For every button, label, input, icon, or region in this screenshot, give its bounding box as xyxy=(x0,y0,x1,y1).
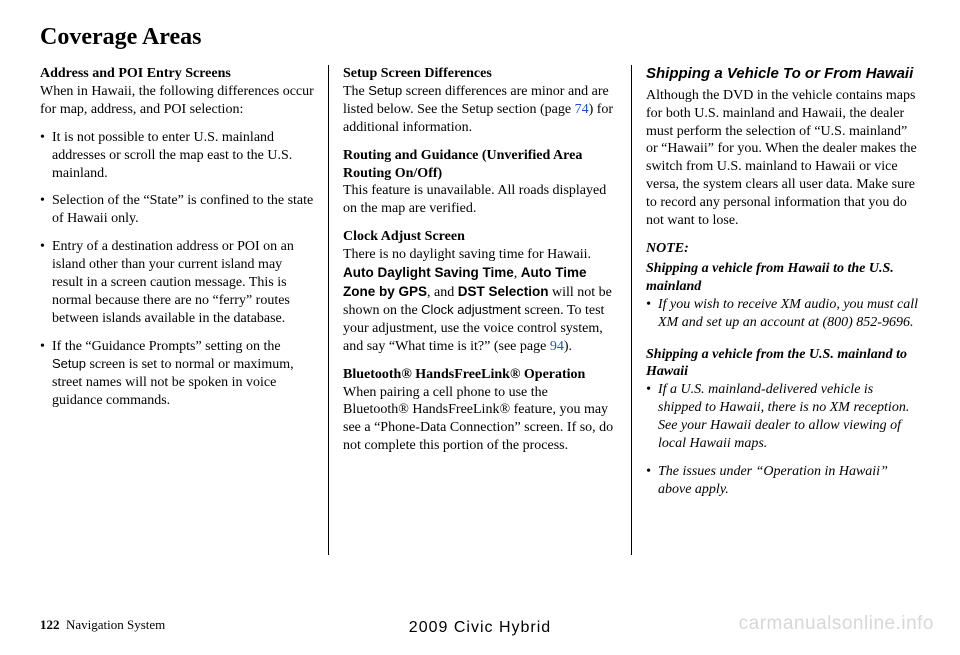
col2-p3a: There is no daylight saving time for Haw… xyxy=(343,247,591,262)
note-2-heading: Shipping a vehicle from the U.S. mainlan… xyxy=(646,346,920,382)
note-label: NOTE: xyxy=(646,241,689,256)
col3-p1: Although the DVD in the vehicle contains… xyxy=(646,87,920,230)
li4-part-b: screen is set to normal or maximum, stre… xyxy=(52,357,294,408)
footer-page-info: 122 Navigation System xyxy=(40,617,165,633)
col2-h2: Routing and Guidance (Unverified Area Ro… xyxy=(343,148,582,181)
col2-p2: This feature is unavailable. All roads d… xyxy=(343,183,606,216)
col1-heading: Address and POI Entry Screens xyxy=(40,66,231,81)
bold-auto-dst: Auto Daylight Saving Time xyxy=(343,265,514,280)
col2-p3b: , xyxy=(514,266,521,281)
col2-block-4: Bluetooth® HandsFreeLink® Operation When… xyxy=(343,366,617,456)
col1-p1: When in Hawaii, the following difference… xyxy=(40,84,314,117)
col2-p3c: , and xyxy=(427,285,458,300)
li4-part-a: If the “Guidance Prompts” setting on the xyxy=(52,339,281,354)
column-3: Shipping a Vehicle To or From Hawaii Alt… xyxy=(632,65,920,575)
setup-label: Setup xyxy=(52,356,86,371)
page-title: Coverage Areas xyxy=(40,24,920,51)
page-number: 122 xyxy=(40,617,60,632)
col2-h3: Clock Adjust Screen xyxy=(343,229,465,244)
col2-p1a: The xyxy=(343,84,368,99)
column-2: Setup Screen Differences The Setup scree… xyxy=(329,65,631,575)
clock-adj-label: Clock adjustment xyxy=(421,302,521,317)
col1-list: It is not possible to enter U.S. mainlan… xyxy=(40,129,314,410)
list-item: If a U.S. mainland-delivered vehicle is … xyxy=(646,381,920,453)
page-link-74[interactable]: 74 xyxy=(575,102,589,117)
list-item: Entry of a destination address or POI on… xyxy=(40,238,314,328)
note-1-heading: Shipping a vehicle from Hawaii to the U.… xyxy=(646,260,920,296)
list-item: If the “Guidance Prompts” setting on the… xyxy=(40,338,314,410)
col2-block-3: Clock Adjust Screen There is no daylight… xyxy=(343,228,617,355)
col2-block-2: Routing and Guidance (Unverified Area Ro… xyxy=(343,147,617,219)
list-item: Selection of the “State” is confined to … xyxy=(40,192,314,228)
list-item: It is not possible to enter U.S. mainlan… xyxy=(40,129,314,183)
list-item: If you wish to receive XM audio, you mus… xyxy=(646,296,920,332)
page-link-94[interactable]: 94 xyxy=(550,339,564,354)
system-label: Navigation System xyxy=(66,617,165,632)
list-item: The issues under “Operation in Hawaii” a… xyxy=(646,463,920,499)
col2-p4: When pairing a cell phone to use the Blu… xyxy=(343,385,613,454)
col2-p3f: ). xyxy=(564,339,572,354)
col2-block-1: Setup Screen Differences The Setup scree… xyxy=(343,65,617,137)
col2-h1: Setup Screen Differences xyxy=(343,66,492,81)
note-1-list: If you wish to receive XM audio, you mus… xyxy=(646,296,920,332)
col1-intro: Address and POI Entry Screens When in Ha… xyxy=(40,65,314,119)
footer-model: 2009 Civic Hybrid xyxy=(409,619,551,637)
setup-label: Setup xyxy=(368,83,402,98)
column-1: Address and POI Entry Screens When in Ha… xyxy=(40,65,328,575)
content-columns: Address and POI Entry Screens When in Ha… xyxy=(40,65,920,575)
watermark: carmanualsonline.info xyxy=(739,613,934,635)
note-2-list: If a U.S. mainland-delivered vehicle is … xyxy=(646,381,920,498)
bold-dst-sel: DST Selection xyxy=(458,284,549,299)
col2-h4: Bluetooth® HandsFreeLink® Operation xyxy=(343,367,585,382)
col3-heading: Shipping a Vehicle To or From Hawaii xyxy=(646,65,920,84)
